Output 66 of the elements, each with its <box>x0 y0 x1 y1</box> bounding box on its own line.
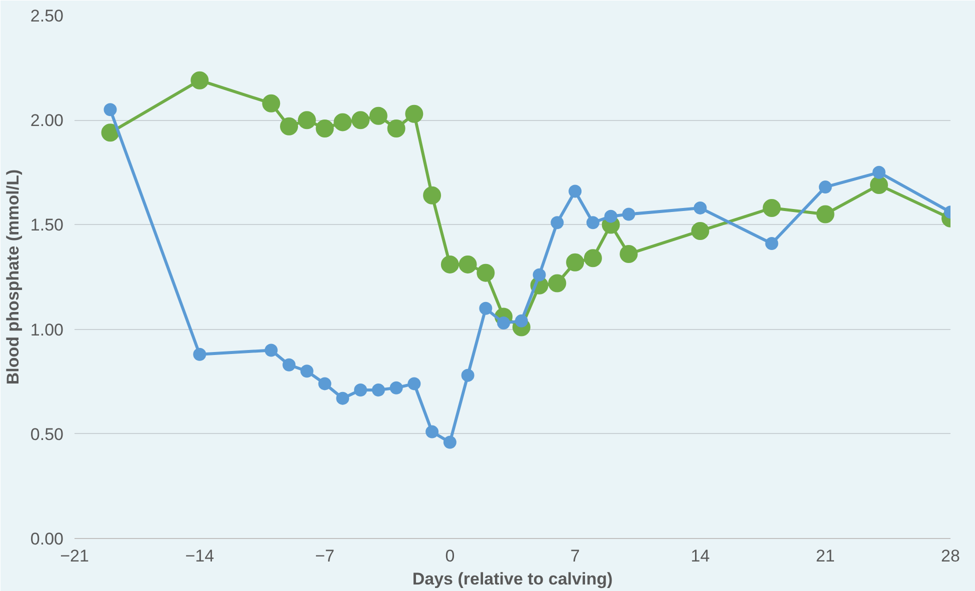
point <box>405 104 424 123</box>
point <box>479 302 492 315</box>
point <box>584 249 602 268</box>
point <box>443 436 456 449</box>
point <box>369 106 388 125</box>
point <box>550 216 564 230</box>
y-tick-label: 0.00 <box>30 530 64 548</box>
point <box>408 377 421 390</box>
point <box>458 255 477 274</box>
point <box>694 201 707 214</box>
point <box>566 253 584 272</box>
point <box>316 119 334 138</box>
point <box>762 198 781 217</box>
point <box>870 176 888 194</box>
point <box>354 383 368 396</box>
point <box>282 358 296 372</box>
x-tick-label: −21 <box>60 546 89 566</box>
point <box>262 94 280 112</box>
x-tick-label: 0 <box>445 546 455 566</box>
point <box>280 117 298 136</box>
x-axis-title: Days (relative to calving) <box>412 570 613 588</box>
point <box>818 180 832 194</box>
point <box>336 392 350 405</box>
x-tick-label: −7 <box>315 546 334 566</box>
point <box>620 245 638 263</box>
point <box>372 383 385 396</box>
point <box>568 184 582 198</box>
y-tick-label: 1.50 <box>30 216 64 235</box>
point <box>318 377 332 390</box>
point <box>300 364 314 378</box>
point <box>334 113 352 132</box>
point <box>461 368 474 382</box>
point <box>352 111 370 130</box>
x-tick-label: 7 <box>570 546 580 566</box>
point <box>816 205 834 224</box>
point <box>440 255 459 274</box>
point <box>390 381 403 394</box>
point <box>298 111 316 130</box>
x-tick-label: 14 <box>690 546 710 566</box>
point <box>476 264 495 282</box>
x-tick-label: 21 <box>816 546 835 566</box>
point <box>765 237 778 250</box>
point <box>387 119 406 138</box>
x-tick-label: −14 <box>185 546 214 566</box>
point <box>423 186 442 204</box>
point <box>691 222 710 240</box>
y-tick-label: 2.00 <box>30 111 64 130</box>
point <box>104 103 117 116</box>
point <box>514 314 528 328</box>
point <box>872 166 886 179</box>
y-tick-label: 1.00 <box>30 320 64 340</box>
point <box>497 316 510 330</box>
point <box>548 274 566 292</box>
x-tick-label: 28 <box>941 546 960 566</box>
point <box>426 425 439 438</box>
y-axis-title: Blood phosphate (mmol/L) <box>3 169 22 385</box>
point <box>193 348 206 361</box>
point <box>101 124 120 142</box>
point <box>264 344 278 357</box>
point <box>586 216 600 230</box>
point <box>532 268 546 282</box>
y-tick-label: 0.50 <box>30 424 64 444</box>
point <box>622 208 636 221</box>
y-tick-label: 2.50 <box>30 6 64 26</box>
point <box>190 71 209 90</box>
point <box>604 210 618 223</box>
